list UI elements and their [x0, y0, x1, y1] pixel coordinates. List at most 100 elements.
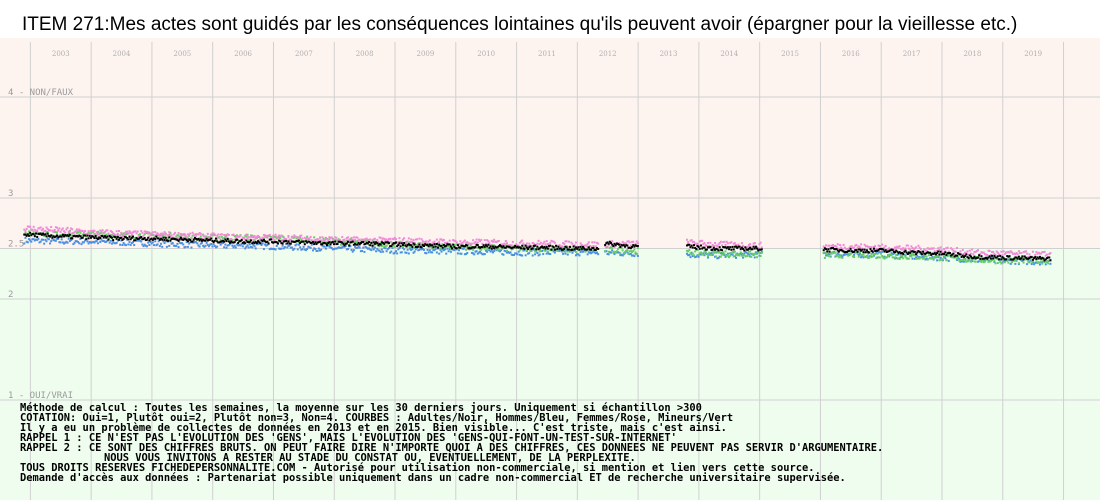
data-point: [139, 236, 142, 239]
data-point: [129, 243, 132, 246]
data-point: [688, 253, 691, 256]
data-point: [971, 258, 974, 261]
data-point: [94, 240, 97, 243]
data-point: [870, 249, 873, 252]
data-point: [79, 231, 82, 234]
data-point: [495, 241, 498, 244]
data-point: [362, 246, 365, 249]
data-point: [151, 233, 154, 236]
data-point: [225, 246, 228, 249]
data-point: [822, 249, 825, 252]
data-point: [529, 245, 532, 248]
data-point: [1000, 257, 1003, 260]
data-point: [867, 245, 870, 248]
data-point: [168, 231, 171, 234]
data-point: [551, 248, 554, 251]
data-point: [940, 258, 943, 261]
data-point: [1047, 260, 1050, 263]
data-point: [1021, 255, 1024, 258]
data-point: [369, 238, 372, 241]
data-point: [987, 259, 990, 262]
data-point: [980, 251, 983, 254]
data-point: [292, 248, 295, 251]
data-point: [232, 246, 235, 249]
data-point: [690, 239, 693, 242]
data-point: [205, 237, 208, 240]
data-point: [88, 241, 91, 244]
footnotes: Méthode de calcul : Toutes les semaines,…: [20, 402, 883, 484]
data-point: [571, 242, 574, 245]
data-point: [588, 245, 591, 248]
data-point: [760, 251, 763, 254]
data-point: [894, 251, 897, 254]
data-point: [385, 241, 388, 244]
data-point: [116, 236, 119, 239]
data-point: [379, 241, 382, 244]
data-point: [273, 241, 276, 244]
data-point: [328, 241, 331, 244]
data-point: [141, 238, 144, 241]
data-point: [948, 252, 951, 255]
data-point: [74, 230, 77, 233]
data-point: [386, 242, 389, 245]
data-point: [354, 238, 357, 241]
data-point: [584, 244, 587, 247]
data-point: [726, 246, 729, 249]
data-point: [722, 253, 725, 256]
data-point: [728, 248, 731, 251]
data-point: [196, 242, 199, 245]
data-point: [628, 250, 631, 253]
data-point: [164, 236, 167, 239]
data-point: [965, 253, 968, 256]
data-point: [172, 236, 175, 239]
data-point: [483, 252, 486, 255]
data-point: [926, 251, 929, 254]
data-point: [833, 245, 836, 248]
data-point: [960, 253, 963, 256]
data-point: [606, 253, 609, 256]
data-point: [889, 253, 892, 256]
data-point: [77, 231, 80, 234]
data-point: [299, 246, 302, 249]
data-point: [268, 235, 271, 238]
data-point: [723, 240, 726, 243]
data-point: [472, 252, 475, 255]
data-point: [315, 249, 318, 252]
x-tick-label: 2003: [52, 50, 70, 58]
data-point: [528, 246, 531, 249]
data-point: [739, 251, 742, 254]
data-point: [747, 247, 750, 250]
data-point: [433, 249, 436, 252]
data-point: [1006, 251, 1009, 254]
data-point: [70, 227, 73, 230]
data-point: [163, 238, 166, 241]
data-point: [432, 244, 435, 247]
data-point: [468, 248, 471, 251]
data-point: [110, 236, 113, 239]
data-point: [884, 249, 887, 252]
data-point: [483, 245, 486, 248]
data-point: [46, 232, 49, 235]
data-point: [752, 242, 755, 245]
x-tick-label: 2011: [538, 50, 556, 58]
data-point: [844, 252, 847, 255]
data-point: [142, 234, 145, 237]
data-point: [538, 247, 541, 250]
data-point: [938, 248, 941, 251]
data-point: [980, 255, 983, 258]
data-point: [265, 236, 268, 239]
data-point: [36, 235, 39, 238]
data-point: [447, 250, 450, 253]
data-point: [636, 244, 639, 247]
data-point: [32, 225, 35, 228]
data-point: [843, 251, 846, 254]
data-point: [157, 237, 160, 240]
data-point: [448, 246, 451, 249]
data-point: [324, 247, 327, 250]
data-point: [886, 255, 889, 258]
data-point: [271, 237, 274, 240]
data-point: [621, 254, 624, 257]
data-point: [585, 248, 588, 251]
data-point: [685, 249, 688, 252]
data-point: [881, 254, 884, 257]
